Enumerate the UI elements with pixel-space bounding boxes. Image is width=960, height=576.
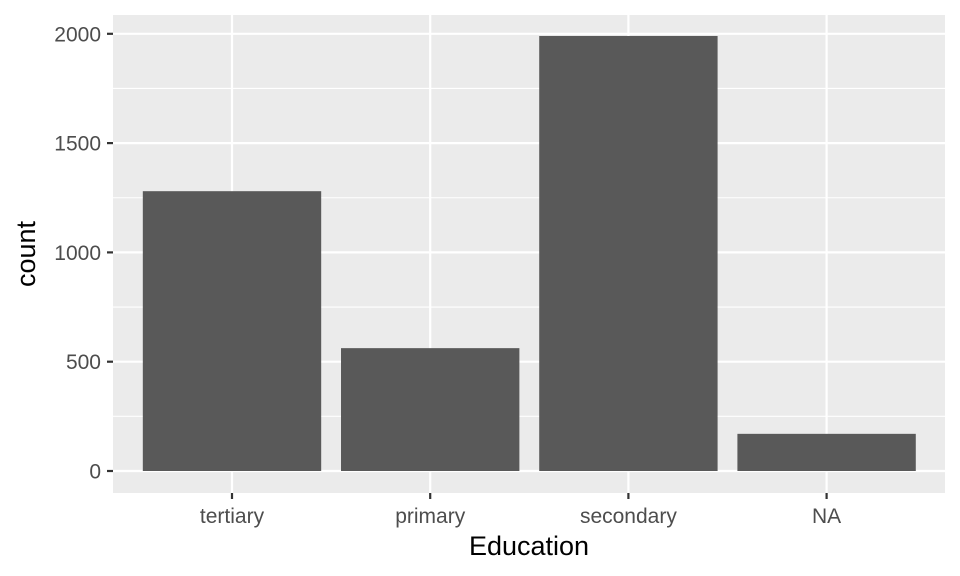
x-axis: tertiary primary secondary NA <box>200 493 841 528</box>
bar-tertiary <box>142 191 322 471</box>
x-tick-label: secondary <box>580 505 677 528</box>
y-tick-label: 2000 <box>54 23 101 46</box>
bars <box>142 35 916 472</box>
y-tick-label: 1500 <box>54 133 101 156</box>
x-tick-label: primary <box>395 505 466 528</box>
y-tick-label: 1000 <box>54 242 101 265</box>
y-axis: 0 500 1000 1500 2000 <box>54 23 113 484</box>
x-tick-label: NA <box>812 505 841 528</box>
y-axis-title: count <box>11 220 41 287</box>
x-tick-label: tertiary <box>200 505 265 528</box>
bar-secondary <box>539 35 718 472</box>
bar-primary <box>341 348 520 471</box>
y-tick-label: 500 <box>66 351 101 374</box>
x-axis-title: Education <box>469 531 589 561</box>
bar-na <box>737 433 916 471</box>
y-tick-label: 0 <box>89 461 101 484</box>
